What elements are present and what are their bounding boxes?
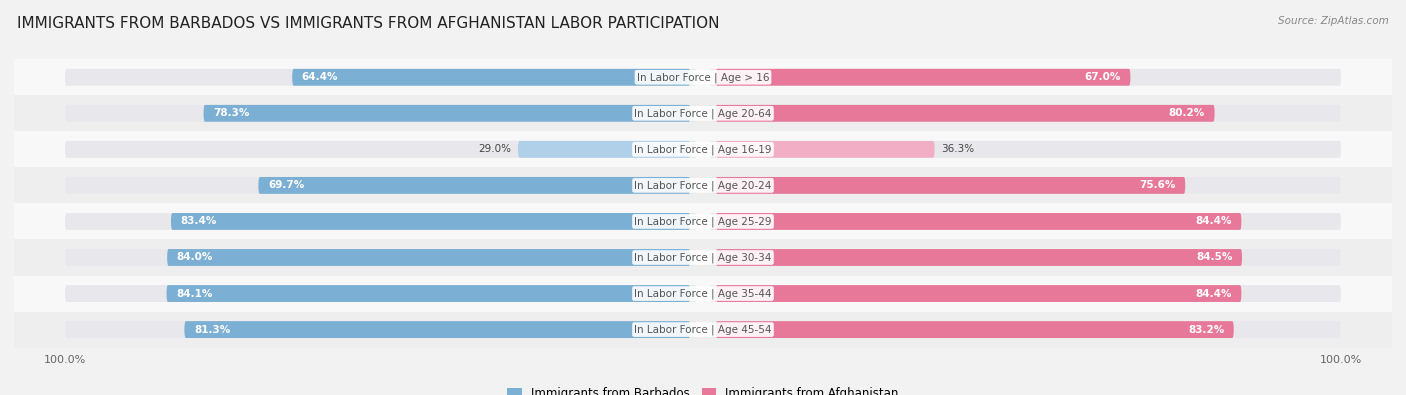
Text: In Labor Force | Age 20-64: In Labor Force | Age 20-64 bbox=[634, 108, 772, 118]
Text: In Labor Force | Age 16-19: In Labor Force | Age 16-19 bbox=[634, 144, 772, 154]
Text: 84.1%: 84.1% bbox=[176, 288, 212, 299]
Bar bbox=[14, 131, 1392, 167]
FancyBboxPatch shape bbox=[710, 213, 1341, 230]
FancyBboxPatch shape bbox=[716, 105, 1215, 122]
FancyBboxPatch shape bbox=[204, 105, 690, 122]
FancyBboxPatch shape bbox=[259, 177, 690, 194]
FancyBboxPatch shape bbox=[710, 285, 1341, 302]
FancyBboxPatch shape bbox=[65, 105, 696, 122]
FancyBboxPatch shape bbox=[65, 69, 696, 86]
FancyBboxPatch shape bbox=[716, 69, 1130, 86]
FancyBboxPatch shape bbox=[716, 249, 1241, 266]
FancyBboxPatch shape bbox=[716, 141, 935, 158]
Text: In Labor Force | Age 30-34: In Labor Force | Age 30-34 bbox=[634, 252, 772, 263]
Text: 80.2%: 80.2% bbox=[1168, 108, 1205, 118]
Text: 83.4%: 83.4% bbox=[180, 216, 217, 226]
FancyBboxPatch shape bbox=[710, 321, 1341, 338]
Bar bbox=[14, 239, 1392, 276]
Text: Source: ZipAtlas.com: Source: ZipAtlas.com bbox=[1278, 16, 1389, 26]
FancyBboxPatch shape bbox=[172, 213, 690, 230]
FancyBboxPatch shape bbox=[65, 213, 696, 230]
FancyBboxPatch shape bbox=[184, 321, 690, 338]
FancyBboxPatch shape bbox=[65, 321, 696, 338]
FancyBboxPatch shape bbox=[65, 141, 696, 158]
Text: In Labor Force | Age 25-29: In Labor Force | Age 25-29 bbox=[634, 216, 772, 227]
Text: 75.6%: 75.6% bbox=[1139, 181, 1175, 190]
Text: 69.7%: 69.7% bbox=[269, 181, 304, 190]
Bar bbox=[14, 312, 1392, 348]
Text: 64.4%: 64.4% bbox=[302, 72, 339, 82]
Bar bbox=[14, 95, 1392, 131]
Text: 29.0%: 29.0% bbox=[478, 144, 512, 154]
Text: In Labor Force | Age 35-44: In Labor Force | Age 35-44 bbox=[634, 288, 772, 299]
Bar bbox=[14, 203, 1392, 239]
FancyBboxPatch shape bbox=[716, 285, 1241, 302]
Text: In Labor Force | Age 20-24: In Labor Force | Age 20-24 bbox=[634, 180, 772, 191]
Text: 83.2%: 83.2% bbox=[1188, 325, 1225, 335]
FancyBboxPatch shape bbox=[710, 105, 1341, 122]
Bar bbox=[14, 167, 1392, 203]
FancyBboxPatch shape bbox=[292, 69, 690, 86]
FancyBboxPatch shape bbox=[716, 321, 1233, 338]
FancyBboxPatch shape bbox=[716, 177, 1185, 194]
Text: In Labor Force | Age > 16: In Labor Force | Age > 16 bbox=[637, 72, 769, 83]
Text: IMMIGRANTS FROM BARBADOS VS IMMIGRANTS FROM AFGHANISTAN LABOR PARTICIPATION: IMMIGRANTS FROM BARBADOS VS IMMIGRANTS F… bbox=[17, 16, 720, 31]
FancyBboxPatch shape bbox=[710, 141, 1341, 158]
FancyBboxPatch shape bbox=[65, 249, 696, 266]
Text: 36.3%: 36.3% bbox=[941, 144, 974, 154]
FancyBboxPatch shape bbox=[710, 177, 1341, 194]
FancyBboxPatch shape bbox=[65, 177, 696, 194]
Text: In Labor Force | Age 45-54: In Labor Force | Age 45-54 bbox=[634, 324, 772, 335]
FancyBboxPatch shape bbox=[65, 285, 696, 302]
FancyBboxPatch shape bbox=[517, 141, 690, 158]
Text: 84.5%: 84.5% bbox=[1197, 252, 1233, 263]
Text: 67.0%: 67.0% bbox=[1084, 72, 1121, 82]
Bar bbox=[14, 276, 1392, 312]
Legend: Immigrants from Barbados, Immigrants from Afghanistan: Immigrants from Barbados, Immigrants fro… bbox=[503, 383, 903, 395]
FancyBboxPatch shape bbox=[716, 213, 1241, 230]
Text: 81.3%: 81.3% bbox=[194, 325, 231, 335]
FancyBboxPatch shape bbox=[710, 69, 1341, 86]
FancyBboxPatch shape bbox=[167, 249, 690, 266]
Bar bbox=[14, 59, 1392, 95]
Text: 84.0%: 84.0% bbox=[177, 252, 214, 263]
FancyBboxPatch shape bbox=[710, 249, 1341, 266]
Text: 84.4%: 84.4% bbox=[1195, 216, 1232, 226]
FancyBboxPatch shape bbox=[166, 285, 690, 302]
Text: 78.3%: 78.3% bbox=[214, 108, 249, 118]
Text: 84.4%: 84.4% bbox=[1195, 288, 1232, 299]
